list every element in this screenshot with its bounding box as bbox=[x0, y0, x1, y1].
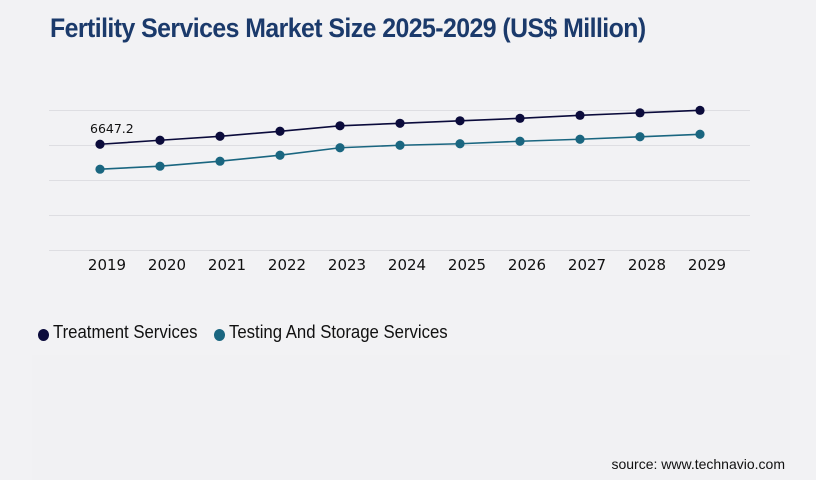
x-tick-label: 2020 bbox=[148, 256, 186, 274]
line-chart: 2019 2020 2021 2022 2023 2024 2025 2026 2027 2028… bbox=[49, 105, 750, 274]
data-point[interactable] bbox=[395, 140, 405, 150]
x-tick-label: 2026 bbox=[508, 256, 546, 274]
x-tick-label: 2029 bbox=[688, 256, 726, 274]
legend-marker-icon bbox=[38, 328, 49, 341]
legend: Treatment Services Testing And Storage S… bbox=[38, 322, 467, 343]
chart-title: Fertility Services Market Size 2025-2029… bbox=[50, 13, 646, 43]
data-point[interactable] bbox=[155, 161, 165, 171]
x-tick-label: 2021 bbox=[208, 256, 246, 274]
data-point[interactable] bbox=[695, 129, 705, 139]
data-point[interactable] bbox=[275, 150, 285, 160]
data-point[interactable] bbox=[635, 108, 645, 118]
x-tick-label: 2028 bbox=[628, 256, 666, 274]
x-tick-label: 2022 bbox=[268, 256, 306, 274]
legend-marker-icon bbox=[214, 328, 226, 341]
data-point[interactable] bbox=[335, 143, 345, 153]
data-labels: 6647.2 bbox=[90, 121, 134, 136]
gridlines bbox=[49, 110, 750, 251]
source-credit: source: www.technavio.com bbox=[611, 456, 785, 472]
data-label: 6647.2 bbox=[90, 121, 134, 136]
legend-item-treatment-services[interactable]: Treatment Services bbox=[38, 322, 198, 343]
series-points bbox=[95, 105, 705, 174]
x-tick-label: 2025 bbox=[448, 256, 486, 274]
x-tick-label: 2023 bbox=[328, 256, 366, 274]
x-tick-label: 2024 bbox=[388, 256, 426, 274]
data-point[interactable] bbox=[95, 139, 105, 149]
data-point[interactable] bbox=[95, 164, 105, 174]
series-line-1 bbox=[99, 133, 701, 170]
legend-label: Treatment Services bbox=[53, 322, 198, 342]
legend-item-testing-and-storage-services[interactable]: Testing And Storage Services bbox=[214, 322, 448, 343]
x-tick-label: 2019 bbox=[88, 256, 126, 274]
x-axis-ticks: 2019 2020 2021 2022 2023 2024 2025 2026 2027 2028… bbox=[88, 256, 726, 274]
data-point[interactable] bbox=[275, 126, 285, 136]
data-point[interactable] bbox=[215, 131, 225, 141]
x-tick-label: 2027 bbox=[568, 256, 606, 274]
data-point[interactable] bbox=[215, 156, 225, 166]
data-point[interactable] bbox=[575, 110, 585, 120]
legend-label: Testing And Storage Services bbox=[229, 322, 449, 342]
data-point[interactable] bbox=[455, 116, 465, 126]
data-point[interactable] bbox=[575, 134, 585, 144]
data-point[interactable] bbox=[395, 118, 405, 128]
data-point[interactable] bbox=[335, 121, 345, 131]
data-point[interactable] bbox=[515, 136, 525, 146]
data-point[interactable] bbox=[635, 132, 645, 142]
data-point[interactable] bbox=[515, 113, 525, 123]
data-point[interactable] bbox=[695, 105, 705, 115]
background-panel bbox=[32, 355, 790, 480]
data-point[interactable] bbox=[455, 139, 465, 149]
data-point[interactable] bbox=[155, 135, 165, 145]
